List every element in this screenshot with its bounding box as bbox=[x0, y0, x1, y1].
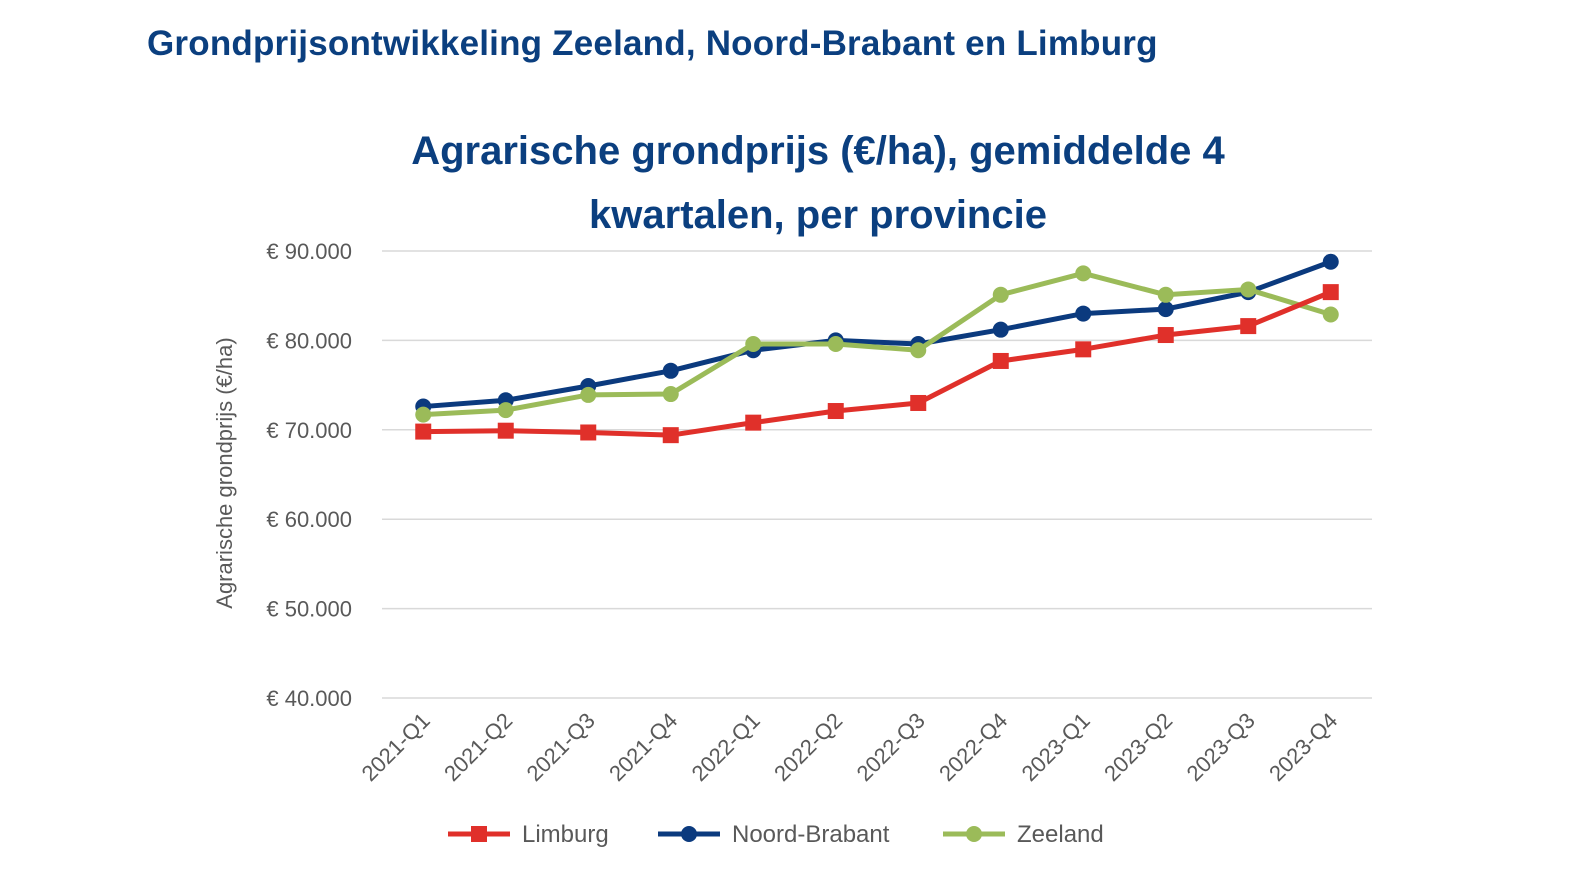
data-point bbox=[1157, 286, 1174, 303]
data-point bbox=[827, 335, 844, 352]
y-tick-label: € 80.000 bbox=[266, 328, 352, 353]
x-tick-label: 2021-Q3 bbox=[522, 708, 600, 786]
data-point bbox=[1075, 341, 1092, 358]
y-tick-label: € 50.000 bbox=[266, 597, 352, 622]
chart-title-line-2: kwartalen, per provincie bbox=[589, 193, 1047, 237]
data-point bbox=[1075, 305, 1092, 322]
data-point bbox=[662, 386, 679, 403]
series-limburg bbox=[415, 284, 1339, 444]
legend-marker bbox=[681, 826, 697, 842]
data-point bbox=[910, 394, 927, 411]
x-tick-label: 2023-Q3 bbox=[1182, 708, 1260, 786]
data-point bbox=[1240, 281, 1257, 298]
series-lines bbox=[415, 253, 1339, 444]
y-tick-label: € 60.000 bbox=[266, 507, 352, 532]
x-tick-label: 2023-Q4 bbox=[1264, 708, 1342, 786]
chart-title-line-1: Agrarische grondprijs (€/ha), gemiddelde… bbox=[411, 129, 1225, 173]
x-tick-label: 2022-Q3 bbox=[852, 708, 930, 786]
data-point bbox=[992, 352, 1009, 369]
x-tick-label: 2021-Q1 bbox=[357, 708, 435, 786]
data-point bbox=[1322, 253, 1339, 270]
page-title: Grondprijsontwikkeling Zeeland, Noord-Br… bbox=[147, 24, 1158, 63]
legend-marker bbox=[471, 826, 487, 842]
chart-title: Agrarische grondprijs (€/ha), gemiddelde… bbox=[411, 129, 1225, 237]
x-axis-ticks: 2021-Q1 2021-Q2 2021-Q3 2021-Q4 2022-Q1 2022-… bbox=[357, 708, 1343, 786]
x-tick-label: 2021-Q2 bbox=[439, 708, 517, 786]
series-zeeland bbox=[415, 265, 1339, 423]
data-point bbox=[827, 403, 844, 420]
x-tick-label: 2022-Q4 bbox=[934, 708, 1012, 786]
legend-item: Zeeland bbox=[943, 821, 1104, 848]
y-tick-label: € 40.000 bbox=[266, 686, 352, 711]
legend: Limburg Noord-Brabant Zeeland bbox=[448, 821, 1104, 848]
data-point bbox=[497, 422, 514, 439]
data-point bbox=[1157, 301, 1174, 318]
x-tick-label: 2021-Q4 bbox=[604, 708, 682, 786]
y-axis-label: Agrarische grondprijs (€/ha) bbox=[212, 337, 237, 608]
data-point bbox=[745, 335, 762, 352]
gridlines bbox=[382, 250, 1372, 699]
x-tick-label: 2023-Q2 bbox=[1099, 708, 1177, 786]
y-tick-label: € 90.000 bbox=[266, 239, 352, 264]
legend-item: Noord-Brabant bbox=[658, 821, 890, 848]
series-line bbox=[423, 270, 1332, 418]
data-point bbox=[992, 286, 1009, 303]
data-point bbox=[662, 427, 679, 444]
legend-label: Noord-Brabant bbox=[732, 821, 890, 848]
data-point bbox=[992, 321, 1009, 338]
series-line bbox=[423, 259, 1332, 410]
y-tick-label: € 70.000 bbox=[266, 418, 352, 443]
data-point bbox=[745, 414, 762, 431]
data-point bbox=[1240, 318, 1257, 335]
y-axis-ticks: € 40.000 € 50.000 € 60.000 € 70.000 € 80.000… bbox=[266, 239, 352, 711]
legend-marker bbox=[966, 826, 982, 842]
legend-label: Limburg bbox=[522, 821, 609, 848]
data-point bbox=[1157, 327, 1174, 344]
x-tick-label: 2023-Q1 bbox=[1017, 708, 1095, 786]
x-tick-label: 2022-Q1 bbox=[687, 708, 765, 786]
data-point bbox=[497, 402, 514, 419]
data-point bbox=[580, 424, 597, 441]
data-point bbox=[1075, 265, 1092, 282]
data-point bbox=[415, 423, 432, 440]
data-point bbox=[1322, 284, 1339, 301]
data-point bbox=[1322, 306, 1339, 323]
data-point bbox=[910, 342, 927, 359]
data-point bbox=[662, 362, 679, 379]
data-point bbox=[415, 406, 432, 423]
data-point bbox=[580, 386, 597, 403]
legend-item: Limburg bbox=[448, 821, 609, 848]
legend-label: Zeeland bbox=[1017, 821, 1104, 848]
series-noord-brabant bbox=[415, 253, 1339, 415]
series-line bbox=[423, 289, 1332, 438]
x-tick-label: 2022-Q2 bbox=[769, 708, 847, 786]
